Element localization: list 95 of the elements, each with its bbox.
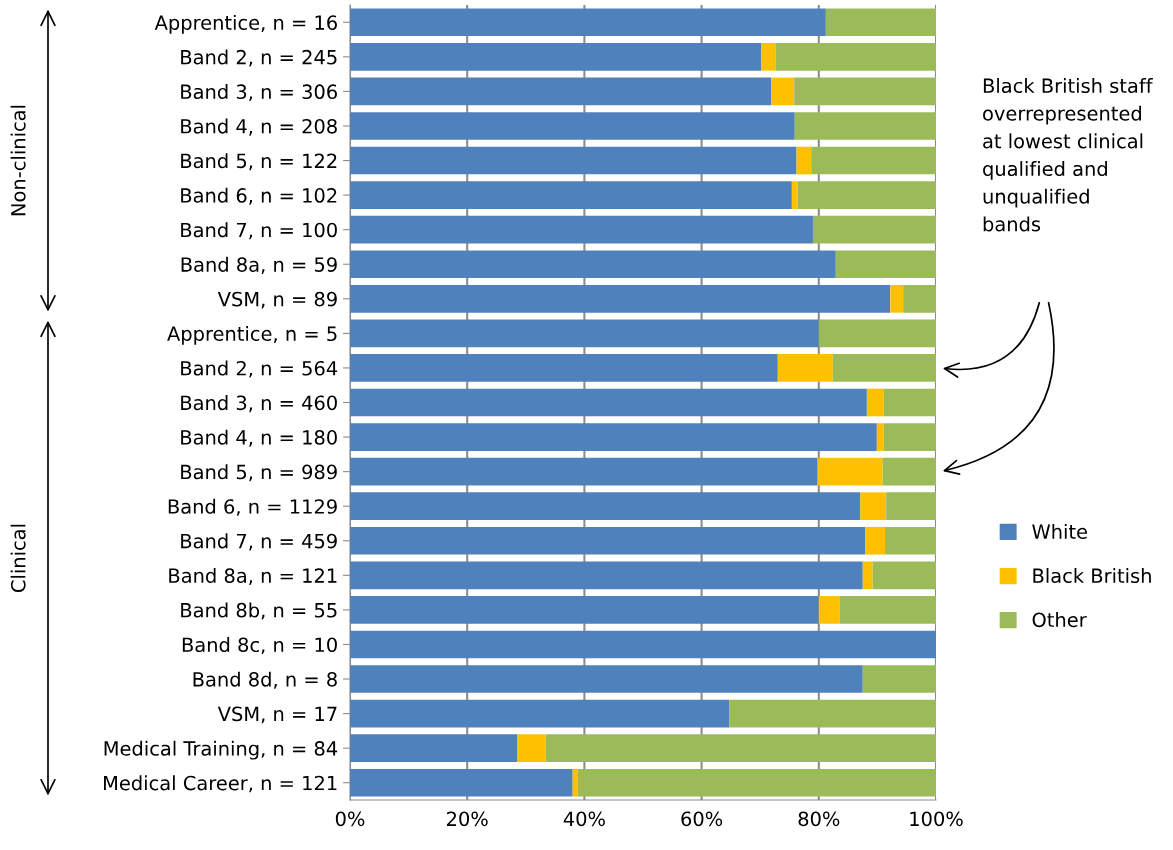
bar	[835, 250, 936, 279]
bar	[797, 181, 936, 209]
bar	[882, 457, 936, 486]
x-tick-label: 60%	[681, 811, 723, 827]
bar	[890, 284, 904, 313]
y-tick-label: Band 3, n = 460	[181, 395, 337, 413]
y-tick-label: Medical Training, n = 84	[104, 740, 338, 760]
bar	[761, 43, 776, 71]
bar	[771, 77, 795, 106]
bar	[860, 492, 887, 521]
bar	[350, 181, 792, 209]
bar	[350, 526, 866, 555]
bar	[777, 354, 833, 382]
y-tick-label: Band 8d, n = 8	[193, 671, 337, 689]
bar	[862, 665, 936, 693]
y-tick-label: Medical Career, n = 121	[104, 775, 337, 793]
bar	[350, 43, 762, 71]
bar	[729, 699, 936, 728]
text: Clinical	[10, 524, 26, 593]
y-tick-label: Band 8c, n = 10	[182, 637, 337, 655]
bar	[832, 354, 936, 382]
bar	[865, 526, 886, 555]
bar	[350, 215, 813, 244]
bar	[350, 630, 936, 659]
y-tick-label: Band 2, n = 245	[181, 49, 337, 67]
y-tick-label: VSM, n = 17	[217, 706, 337, 724]
bar	[866, 388, 884, 417]
bar	[872, 561, 936, 590]
legend-label: Other	[1032, 612, 1087, 628]
y-tick-label: Band 3, n = 306	[181, 84, 337, 102]
bar	[883, 388, 936, 417]
y-tick-label: Band 2, n = 564	[181, 360, 338, 378]
y-tick-label: Band 7, n = 459	[181, 533, 337, 551]
y-tick-label: Apprentice, n = 16	[154, 14, 337, 34]
bar	[818, 319, 936, 348]
bar	[876, 423, 884, 451]
bar	[350, 423, 877, 451]
bar	[350, 596, 819, 624]
legend-label: Black British	[1033, 567, 1151, 584]
x-tick-label: 100%	[910, 811, 963, 827]
bar	[350, 768, 573, 797]
bar	[350, 561, 863, 590]
bar	[883, 423, 936, 451]
bar	[817, 457, 883, 486]
bar	[811, 146, 936, 175]
bar	[350, 665, 863, 693]
bar	[812, 215, 936, 244]
bar	[350, 146, 797, 175]
bar	[350, 77, 772, 106]
bar	[545, 734, 936, 762]
text: Black British staff overrepresented at lowest clinical qualified and unqualified bands	[983, 78, 1153, 232]
bar	[839, 596, 936, 624]
y-tick-label: Band 8b, n = 55	[181, 602, 337, 620]
bar	[350, 492, 861, 521]
legend-label: White	[1032, 523, 1087, 539]
bar	[517, 734, 546, 762]
bar	[350, 388, 867, 417]
y-tick-label: Band 5, n = 989	[181, 464, 337, 482]
y-tick-label: Band 7, n = 100	[181, 222, 337, 240]
bar	[350, 250, 836, 279]
bar	[794, 77, 936, 106]
bar	[350, 734, 518, 762]
bar	[885, 526, 936, 555]
x-tick-label: 20%	[447, 811, 488, 827]
bar	[886, 492, 936, 521]
bar	[791, 181, 798, 209]
bar	[577, 768, 936, 797]
y-tick-label: Band 8a, n = 59	[181, 256, 337, 274]
bar	[825, 8, 936, 37]
y-tick-label: Band 6, n = 102	[181, 187, 337, 205]
bar	[775, 43, 936, 71]
bar	[350, 699, 730, 728]
bar	[350, 354, 778, 382]
y-tick-label: VSM, n = 89	[217, 291, 337, 309]
bar	[350, 112, 795, 140]
text: Non-clinical	[10, 105, 26, 216]
bar	[903, 284, 936, 313]
x-tick-label: 0%	[335, 811, 365, 827]
bar	[572, 768, 578, 797]
bar	[350, 457, 818, 486]
bar	[796, 146, 812, 175]
bar	[862, 561, 873, 590]
y-tick-label: Band 4, n = 208	[181, 118, 337, 136]
bar	[818, 596, 840, 624]
y-tick-label: Band 8a, n = 121	[169, 567, 337, 585]
y-tick-label: Apprentice, n = 5	[167, 325, 337, 345]
bar	[350, 8, 826, 37]
bar	[794, 112, 936, 140]
bar	[350, 319, 819, 348]
bar	[350, 284, 891, 313]
x-tick-label: 80%	[798, 811, 840, 827]
y-tick-label: Band 6, n = 1129	[168, 498, 337, 516]
y-tick-label: Band 5, n = 122	[181, 153, 337, 171]
y-tick-label: Band 4, n = 180	[181, 429, 337, 447]
x-tick-label: 40%	[563, 811, 605, 827]
